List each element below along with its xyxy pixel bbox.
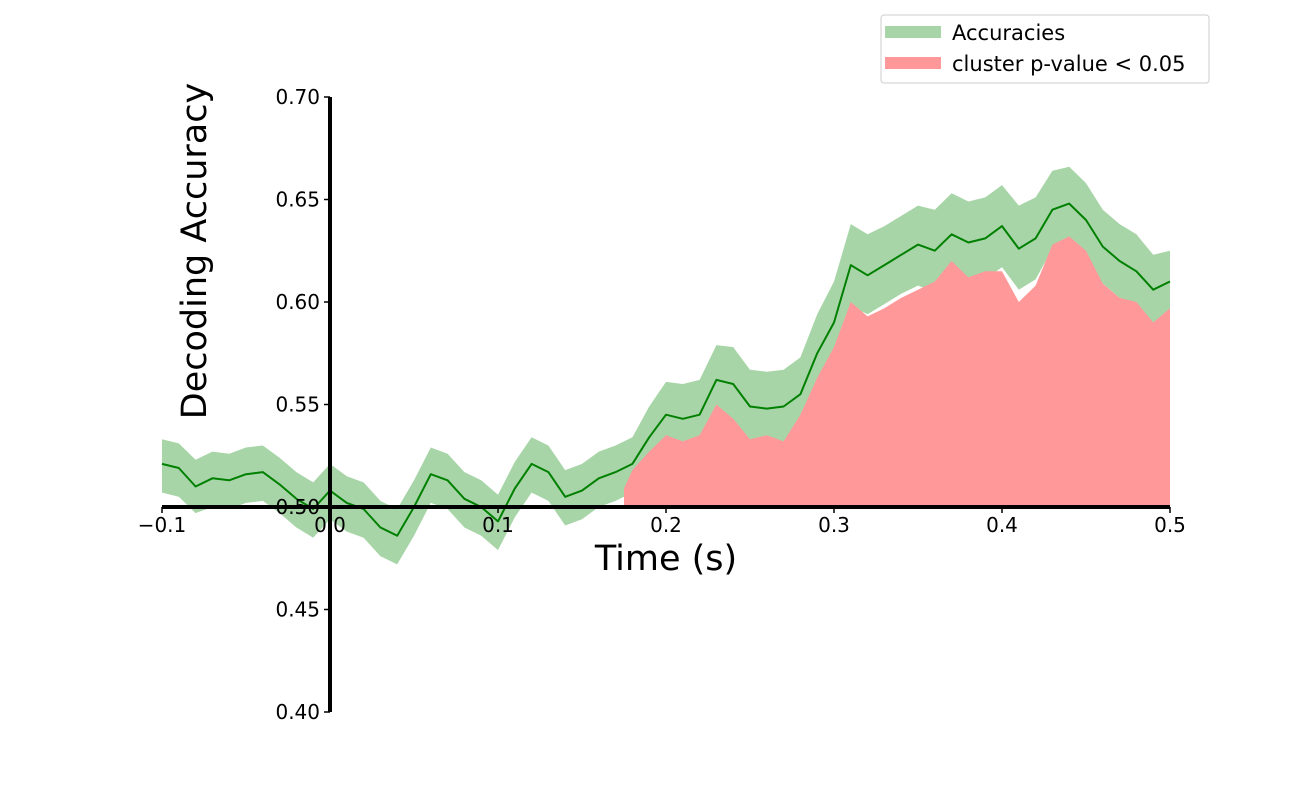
x-tick-label: 0.0 (314, 513, 346, 537)
x-tick-label: 0.5 (1154, 513, 1186, 537)
x-tick-label: −0.1 (138, 513, 187, 537)
ticks-layer: −0.1 0.0 0.1 0.2 0.3 0.4 0.5 0.40 0.45 0.50 0.55 0.… (138, 85, 1186, 724)
y-tick-label: 0.40 (275, 700, 320, 724)
legend-swatch-accuracies (885, 26, 941, 38)
y-tick-label: 0.70 (275, 85, 320, 109)
y-tick-label: 0.65 (275, 188, 320, 212)
x-tick-label: 0.3 (818, 513, 850, 537)
x-tick-label: 0.1 (482, 513, 514, 537)
legend-label-cluster: cluster p-value < 0.05 (952, 52, 1186, 76)
y-tick-label: 0.60 (275, 290, 320, 314)
x-tick-label: 0.4 (986, 513, 1018, 537)
x-axis-title: Time (s) (594, 539, 737, 579)
accuracy-confidence-band (162, 166, 1170, 565)
y-axis-title: Decoding Accuracy (175, 83, 215, 419)
fill-layer (162, 166, 1170, 565)
significant-cluster-area (624, 236, 1170, 507)
legend-swatch-cluster (885, 57, 941, 69)
x-tick-label: 0.2 (650, 513, 682, 537)
legend-frame (880, 14, 1210, 84)
y-tick-label: 0.50 (275, 495, 320, 519)
legend-label-accuracies: Accuracies (952, 21, 1065, 45)
y-tick-label: 0.55 (275, 393, 320, 417)
y-tick-label: 0.45 (275, 598, 320, 622)
legend: Accuracies cluster p-value < 0.05 (880, 14, 1210, 84)
